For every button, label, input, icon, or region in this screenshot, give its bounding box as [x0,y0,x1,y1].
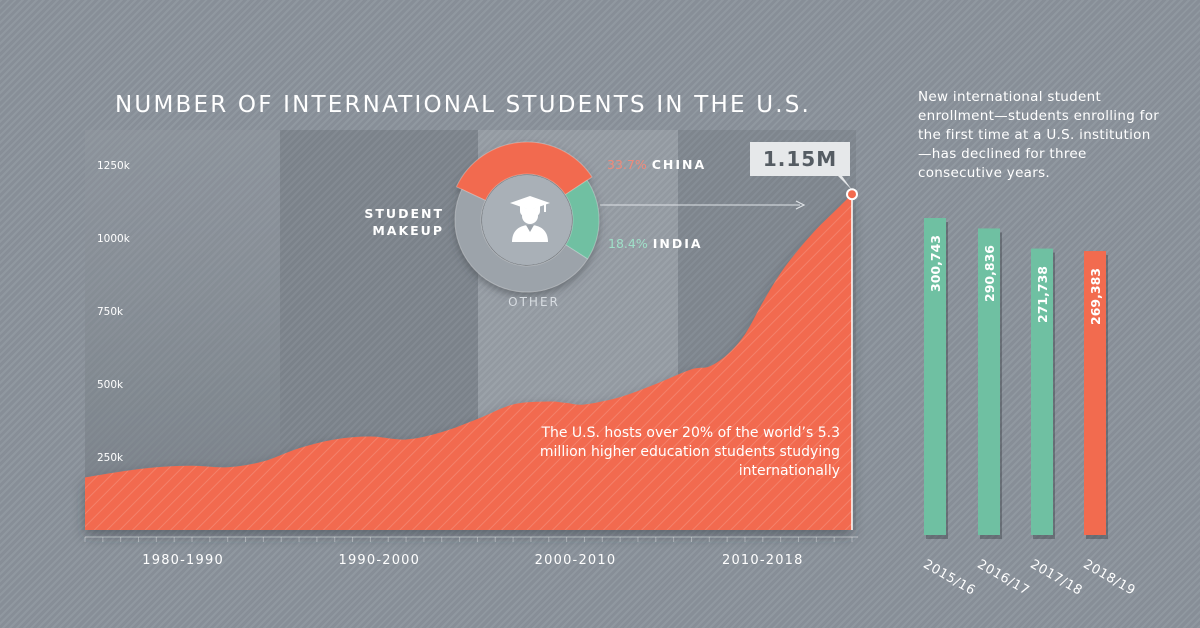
decade-label-3: 2010-2018 [721,553,804,568]
bar-1 [978,228,1000,535]
bar-value-label-2: 271,738 [1034,265,1050,323]
slice-pct-india: 18.4% [608,236,648,251]
current-value-marker [846,188,858,530]
x-axis [84,536,858,542]
area-hatch-overlay [85,194,852,530]
y-tick-label: 750k [97,306,124,318]
pointer-arrow [600,200,806,210]
value-callout [750,142,852,190]
chart-title: NUMBER OF INTERNATIONAL STUDENTS IN THE … [115,92,812,118]
callout-value: 1.15M [762,147,838,171]
bar-2 [1031,248,1053,536]
y-tick-label: 1000k [97,233,131,245]
slice-name-other: OTHER [508,295,560,309]
bar-0 [924,218,946,535]
bar-value-label-0: 300,743 [927,235,943,292]
bar-value-label-3: 269,383 [1087,268,1103,326]
y-axis: 250k 500k 750k 1000k 1250k [97,160,131,464]
bar-3 [1084,251,1106,535]
decade-label-0: 1980-1990 [142,553,224,568]
bar-value-label-1: 290,836 [981,245,997,303]
slice-name-china: CHINA [651,157,707,172]
y-tick-label: 1250k [97,160,131,172]
y-tick-label: 250k [97,452,124,464]
donut-slice-china [455,141,593,202]
new-enrollment-bars [924,218,1108,540]
decade-label-1: 1990-2000 [338,553,421,568]
slice-pct-china: 33.7% [607,157,647,172]
enrollment-note: New international student enrollment—stu… [918,89,1160,181]
hosts-note: The U.S. hosts over 20% of the world’s 5… [539,425,840,479]
decade-label-2: 2000-2010 [534,553,617,568]
slice-label-india: 18.4% INDIA [608,236,703,251]
donut-center-label: STUDENT MAKEUP [364,206,444,238]
graduate-student-icon [510,196,550,242]
slice-name-india: INDIA [652,236,703,251]
y-tick-label: 500k [97,379,124,391]
slice-label-china: 33.7% CHINA [607,157,706,172]
donut-slice-other [454,188,589,293]
